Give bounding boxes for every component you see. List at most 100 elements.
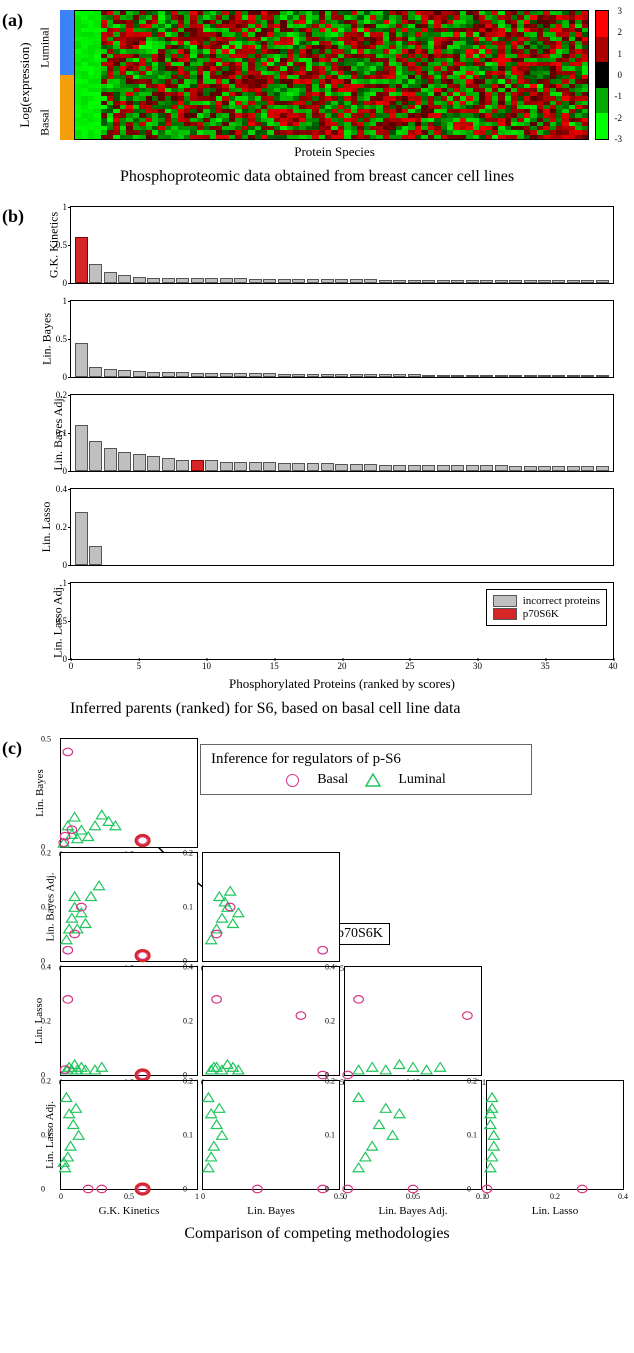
bar xyxy=(393,465,406,471)
bar xyxy=(480,375,493,377)
bar xyxy=(75,425,88,471)
scatter-cell: Lin. Lasso00.10.200.20.4 xyxy=(486,1080,624,1190)
bar xyxy=(191,460,204,471)
heatmap-cell xyxy=(582,135,588,139)
bar xyxy=(263,279,276,283)
bar xyxy=(552,466,565,471)
bar xyxy=(89,546,102,565)
bar xyxy=(552,375,565,377)
bar xyxy=(379,374,392,377)
bar xyxy=(118,452,131,471)
panel-b-label: (b) xyxy=(2,206,24,227)
scatter-cell: Lin. Lasso Adj.G.K. Kinetics00.10.200.51 xyxy=(60,1080,198,1190)
heatmap-x-label: Protein Species xyxy=(60,144,609,160)
bar xyxy=(321,463,334,471)
bar xyxy=(89,441,102,471)
subtype-label-luminal: Luminal xyxy=(8,41,83,55)
bar xyxy=(249,279,262,283)
scatter-grid: Lin. Bayes00.500.51Lin. Bayes Adj.00.10.… xyxy=(60,738,624,1190)
bar xyxy=(524,280,537,283)
bar xyxy=(307,279,320,283)
barchart: Lin. Bayes00.51 xyxy=(70,300,614,378)
bar xyxy=(234,373,247,377)
bar xyxy=(307,463,320,471)
panel-b-x-label: Phosphorylated Proteins (ranked by score… xyxy=(70,676,614,692)
bar xyxy=(509,280,522,283)
bar xyxy=(364,464,377,471)
subtype-label-basal: Basal xyxy=(8,116,83,130)
bar xyxy=(364,374,377,377)
bar xyxy=(581,466,594,471)
bar xyxy=(205,278,218,283)
bar xyxy=(75,237,88,283)
panel-a: (a) Log(expression) Luminal Basal -3-2-1… xyxy=(0,10,634,186)
bar xyxy=(191,278,204,283)
scatter-cell: 00.20.400.050.1 xyxy=(344,966,482,1076)
bar xyxy=(133,371,146,377)
bar xyxy=(364,279,377,283)
bar xyxy=(524,466,537,471)
bar xyxy=(104,369,117,377)
bar xyxy=(335,464,348,471)
bar xyxy=(422,375,435,377)
bar xyxy=(350,374,363,377)
basal-marker-icon xyxy=(286,774,299,787)
panel-c-content: Inference for regulators of p-S6 Basal L… xyxy=(0,738,634,1190)
bar xyxy=(495,280,508,283)
scatter-cell: Lin. Lasso00.20.400.51 xyxy=(60,966,198,1076)
bar xyxy=(538,466,551,471)
scatter-x-label: Lin. Bayes Adj. xyxy=(378,1205,447,1217)
bar xyxy=(104,272,117,283)
bar xyxy=(104,448,117,471)
panel-b: (b) G.K. Kinetics00.51 Lin. Bayes00.51 Lin… xyxy=(0,206,634,718)
panel-a-caption: Phosphoproteomic data obtained from brea… xyxy=(0,168,634,186)
bar xyxy=(408,465,421,471)
bar xyxy=(249,462,262,471)
barcharts-container: G.K. Kinetics00.51 Lin. Bayes00.51 Lin. Ba… xyxy=(70,206,614,660)
bar xyxy=(393,374,406,377)
scatter-cell: Lin. Bayes00.500.51 xyxy=(60,738,198,848)
bar xyxy=(596,280,609,283)
bar xyxy=(350,464,363,471)
scatter-cell: Lin. Bayes00.10.200.5 xyxy=(202,1080,340,1190)
barchart: Lin. Bayes Adj.00.10.2 xyxy=(70,394,614,472)
bar xyxy=(133,277,146,283)
bar xyxy=(393,280,406,283)
heatmap-row: -3-2-10123 xyxy=(60,10,609,140)
bar xyxy=(162,372,175,377)
bar xyxy=(234,462,247,472)
legend-b: incorrect proteins p70S6K xyxy=(486,589,607,626)
bar xyxy=(581,280,594,283)
bar xyxy=(437,280,450,283)
bar xyxy=(75,512,88,565)
barchart: G.K. Kinetics00.51 xyxy=(70,206,614,284)
bar xyxy=(162,458,175,471)
bar xyxy=(567,280,580,283)
bar xyxy=(176,372,189,377)
barchart: Lin. Lasso00.20.4 xyxy=(70,488,614,566)
bar xyxy=(278,279,291,283)
luminal-marker-icon xyxy=(366,774,380,786)
panel-c: (c) Inference for regulators of p-S6 Bas… xyxy=(0,738,634,1243)
bar xyxy=(408,374,421,377)
bar xyxy=(596,466,609,471)
bar xyxy=(480,465,493,471)
bar xyxy=(75,343,88,377)
panel-b-caption: Inferred parents (ranked) for S6, based … xyxy=(0,700,634,718)
bar xyxy=(437,375,450,377)
legend-c-title: Inference for regulators of p-S6 xyxy=(211,751,521,768)
bar xyxy=(147,372,160,377)
bar xyxy=(220,373,233,377)
barchart: Lin. Lasso Adj.00.51incorrect proteins p… xyxy=(70,582,614,660)
panel-c-caption: Comparison of competing methodologies xyxy=(0,1225,634,1243)
legend-basal-label: Basal xyxy=(317,772,348,788)
bar xyxy=(220,462,233,472)
bar xyxy=(118,370,131,377)
bar xyxy=(249,373,262,377)
scatter-x-label: Lin. Lasso xyxy=(532,1205,578,1217)
bar xyxy=(220,278,233,283)
panel-a-content: Log(expression) Luminal Basal -3-2-10123… xyxy=(0,10,634,160)
bar xyxy=(292,463,305,471)
bar xyxy=(292,374,305,377)
bar xyxy=(292,279,305,283)
